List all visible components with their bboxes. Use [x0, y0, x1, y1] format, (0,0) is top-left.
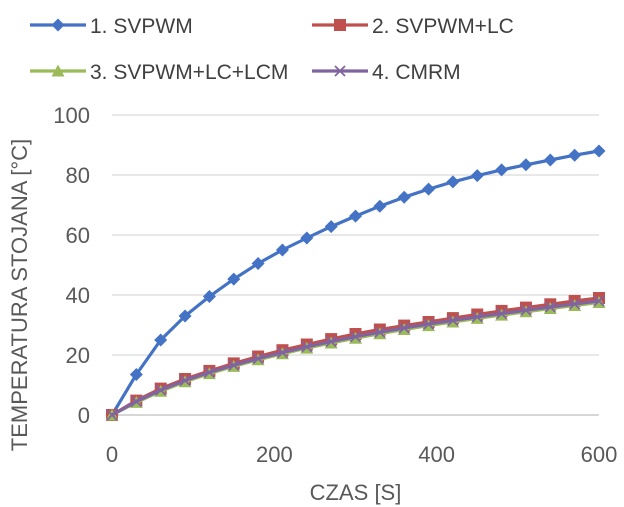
- data-point: [155, 384, 167, 396]
- data-point-stroke: [203, 366, 216, 379]
- data-point-stroke: [325, 335, 337, 348]
- data-point: [568, 148, 582, 162]
- data-point-stroke: [130, 395, 142, 408]
- data-point: [202, 290, 216, 303]
- y-tick-label: 0: [78, 403, 90, 428]
- x-tick-label: 400: [418, 442, 455, 467]
- legend-item: 3. SVPWM+LC+LCM: [30, 61, 288, 84]
- data-point: [130, 395, 142, 408]
- gridlines: [112, 114, 599, 356]
- data-point: [373, 199, 387, 213]
- data-point: [544, 301, 556, 313]
- data-point: [543, 153, 557, 167]
- data-point-stroke: [374, 326, 386, 338]
- data-point: [349, 331, 362, 343]
- data-point-stroke: [252, 352, 264, 365]
- data-point: [228, 359, 240, 371]
- data-point: [447, 314, 459, 327]
- data-point: [203, 366, 216, 379]
- data-point: [520, 304, 532, 316]
- data-point: [51, 18, 65, 32]
- data-point: [334, 65, 346, 77]
- data-point: [178, 309, 192, 323]
- legend-label: 3. SVPWM+LC+LCM: [90, 61, 288, 84]
- legend-label: 4. CMRM: [372, 61, 461, 84]
- y-tick-label: 80: [66, 163, 90, 188]
- data-point: [349, 209, 362, 223]
- legend-label: 2. SVPWM+LC: [372, 15, 514, 38]
- data-point-stroke: [179, 374, 191, 387]
- data-point-stroke: [520, 304, 532, 316]
- data-point: [252, 352, 264, 365]
- data-point: [275, 243, 289, 257]
- data-point-stroke: [569, 298, 581, 310]
- data-point-stroke: [422, 318, 435, 330]
- data-point: [300, 231, 314, 245]
- y-axis-title: TEMPERATURA STOJANA [°C]: [7, 139, 32, 451]
- data-point-stroke: [447, 314, 459, 327]
- y-tick-label: 20: [66, 343, 90, 368]
- data-point: [154, 333, 168, 347]
- data-point: [251, 257, 265, 270]
- data-point: [495, 163, 509, 177]
- data-point-stroke: [334, 65, 346, 77]
- data-point: [422, 318, 435, 330]
- data-point: [397, 190, 411, 204]
- legend-item: 2. SVPWM+LC: [312, 15, 514, 38]
- data-point: [325, 335, 337, 348]
- data-point-stroke: [228, 359, 240, 371]
- data-point-stroke: [276, 346, 289, 359]
- y-tick-label: 40: [66, 283, 90, 308]
- data-point: [471, 311, 483, 323]
- data-point: [106, 409, 118, 421]
- y-tick-label: 60: [66, 223, 90, 248]
- x-axis-title: CZAS [S]: [310, 480, 402, 505]
- data-point: [422, 182, 436, 196]
- data-point-stroke: [106, 409, 118, 421]
- legend-label: 1. SVPWM: [90, 15, 193, 38]
- x-tick-label: 200: [256, 442, 293, 467]
- data-point-stroke: [495, 307, 508, 320]
- data-point: [179, 374, 191, 387]
- legend: 1. SVPWM 2. SVPWM+LC 3. SVPWM+LC+LCM 4. CMR…: [30, 15, 514, 84]
- x-tick-label: 0: [106, 442, 118, 467]
- data-point: [495, 307, 508, 320]
- y-axis-ticks: 0 20 40 60 80 100: [53, 103, 90, 428]
- data-point: [593, 295, 605, 307]
- data-point-stroke: [349, 331, 362, 343]
- data-point: [569, 298, 581, 310]
- data-point-stroke: [155, 384, 167, 396]
- data-point-stroke: [544, 301, 556, 313]
- plot-area: [105, 144, 606, 422]
- series-4: [106, 295, 605, 421]
- data-point: [227, 272, 241, 286]
- data-point: [276, 346, 289, 359]
- legend-item: 1. SVPWM: [30, 15, 193, 38]
- data-point: [470, 169, 484, 183]
- data-point-stroke: [471, 311, 483, 323]
- data-point: [519, 158, 533, 172]
- x-axis-ticks: 0 200 400 600: [106, 442, 617, 467]
- data-point: [301, 341, 313, 353]
- data-point: [129, 368, 143, 381]
- data-point: [398, 322, 410, 334]
- series-1: [105, 144, 606, 422]
- y-tick-label: 100: [53, 103, 90, 128]
- data-point-stroke: [593, 295, 605, 307]
- data-point: [446, 175, 460, 189]
- data-point: [592, 144, 606, 158]
- data-point-stroke: [398, 322, 410, 334]
- legend-item: 4. CMRM: [312, 61, 461, 84]
- data-point-stroke: [301, 341, 313, 353]
- x-tick-label: 600: [581, 442, 618, 467]
- data-point: [334, 19, 346, 31]
- data-point: [51, 64, 65, 77]
- data-point: [374, 326, 386, 338]
- data-point: [324, 220, 338, 234]
